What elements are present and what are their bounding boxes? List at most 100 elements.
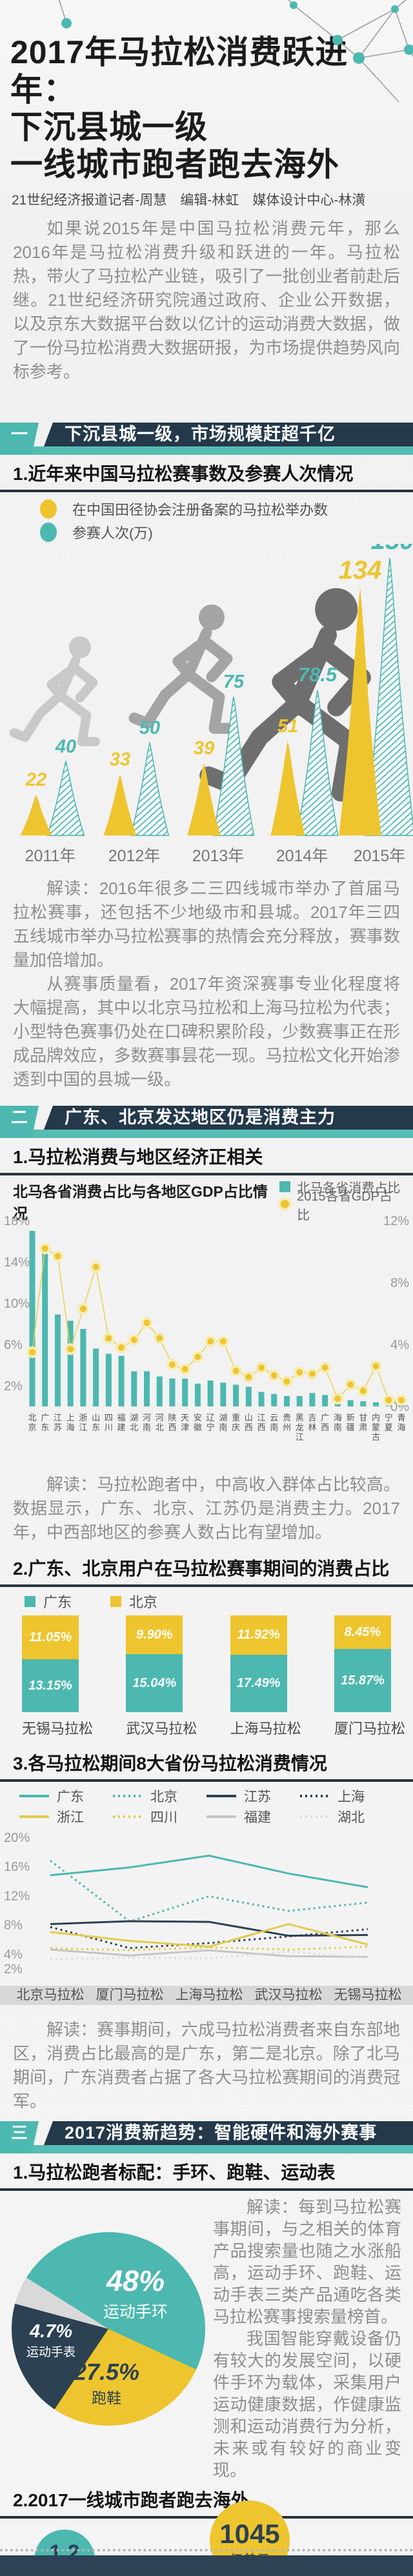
participants-value: 75 xyxy=(223,672,245,692)
races-chart-legend: 在中国田径协会注册备案的马拉松举办数 参赛人次(万) xyxy=(0,497,413,544)
svg-text:四: 四 xyxy=(105,1413,113,1423)
svg-text:徽: 徽 xyxy=(194,1423,202,1432)
subsection-2-1: 1.马拉松消费与地区经济正相关 xyxy=(0,1142,413,1175)
dotted-divider xyxy=(0,2549,413,2551)
svg-text:河: 河 xyxy=(156,1413,164,1423)
title-line-1: 2017年马拉松消费跃进年： xyxy=(10,34,348,108)
gear-pie-chart: 48% 运动手环 27.5% 跑鞋 4.7% 运动手表 xyxy=(12,2232,205,2426)
svg-text:州: 州 xyxy=(283,1423,291,1432)
title-line-2: 下沉县城一级 xyxy=(10,109,208,145)
stacked-bar-chart: 11.05% 13.15% 无锡马拉松 9.90% 15.04% 武汉马拉松 11.92% 1… xyxy=(0,1615,413,1738)
svg-text:疆: 疆 xyxy=(347,1423,355,1432)
legend-participants: 参赛人次(万) xyxy=(40,521,413,544)
svg-text:安: 安 xyxy=(194,1413,202,1423)
svg-text:河: 河 xyxy=(143,1413,151,1423)
line-series-北京 xyxy=(50,1859,368,1923)
line-legend-item: 湖北 xyxy=(300,1810,365,1825)
subsection-1-1: 1.近年来中国马拉松赛事数及参赛人次情况 xyxy=(0,459,413,492)
x-axis-label: 上海马拉松 xyxy=(176,1988,243,2002)
page-title: 2017年马拉松消费跃进年： 下沉县城一级 一线城市跑者跑去海外 xyxy=(0,34,413,183)
svg-text:南: 南 xyxy=(143,1423,151,1432)
subsection-3-2-title: 2.2017一线城市跑者跑去海外 xyxy=(13,2490,249,2510)
svg-text:陕: 陕 xyxy=(168,1413,176,1423)
stacked-column: 9.90% 15.04% 武汉马拉松 xyxy=(126,1615,197,1738)
svg-text:黑: 黑 xyxy=(296,1413,304,1423)
svg-text:天: 天 xyxy=(181,1413,189,1423)
svg-text:甘: 甘 xyxy=(359,1413,367,1423)
svg-text:南: 南 xyxy=(334,1423,342,1432)
marathon-count-value: 22 xyxy=(25,770,46,790)
runner-silhouette-icon xyxy=(128,604,236,734)
spike-bar xyxy=(187,763,221,835)
section-3-number: 三 xyxy=(0,2121,39,2153)
line-legend-item: 浙江 xyxy=(19,1810,84,1825)
province-labels: 北京广东江苏上海浙江山东四川福建湖北河南河北陕西天津安徽辽宁湖南重庆山西江西云南… xyxy=(28,1413,405,1442)
byline: 21世纪经济报道记者-周慧 编辑-林虹 媒体设计中心-林潢 xyxy=(12,193,366,208)
gdp-dots xyxy=(26,1243,407,1406)
subsection-1-1-title: 1.近年来中国马拉松赛事数及参赛人次情况 xyxy=(13,464,354,484)
participants-value: 40 xyxy=(55,736,76,757)
section-1-title: 下沉县城一级，市场规模赶超千亿 xyxy=(44,423,413,446)
spike-bar xyxy=(46,760,85,836)
spike-bar xyxy=(296,690,339,836)
x-axis-label: 无锡马拉松 xyxy=(334,1988,402,2002)
section-2-accent-strip xyxy=(0,1130,413,1138)
svg-text:海: 海 xyxy=(66,1423,75,1432)
y-axis-tick: 2% xyxy=(4,1962,23,1976)
beijing-segment: 9.90% xyxy=(126,1615,183,1654)
svg-text:江: 江 xyxy=(79,1423,87,1432)
spike-bar xyxy=(103,774,137,835)
yellow-square-icon xyxy=(110,1595,122,1607)
guangdong-segment: 15.04% xyxy=(126,1654,183,1712)
teal-square-icon xyxy=(279,1181,291,1192)
participants-value: 50 xyxy=(139,718,160,739)
marathon-count-value: 51 xyxy=(277,716,298,737)
x-axis-label: 武汉马拉松 xyxy=(255,1988,323,2002)
stacked-column: 11.92% 17.49% 上海马拉松 xyxy=(230,1615,301,1738)
spike-bar xyxy=(212,696,255,836)
svg-text:宁: 宁 xyxy=(385,1413,393,1423)
beijing-segment: 11.92% xyxy=(230,1615,287,1655)
races-spike-chart: 22 40 2011年 33 50 2012年 39 75 2013年 51 78.5 2014年 13… xyxy=(9,526,413,865)
pie-label-watch: 4.7% 运动手表 xyxy=(26,2321,76,2359)
svg-text:江: 江 xyxy=(257,1413,266,1423)
svg-text:北: 北 xyxy=(130,1423,138,1432)
svg-text:苏: 苏 xyxy=(54,1423,62,1432)
svg-text:上: 上 xyxy=(66,1413,75,1423)
svg-text:西: 西 xyxy=(257,1423,266,1432)
section-1-number: 一 xyxy=(0,423,39,455)
line-series-湖北 xyxy=(50,1950,368,1961)
svg-text:林: 林 xyxy=(308,1423,316,1432)
section-3-header: 三 2017消费新趋势：智能硬件和海外赛事 xyxy=(0,2121,413,2153)
svg-text:广: 广 xyxy=(41,1413,49,1423)
left-axis-tick: 10% xyxy=(4,1297,30,1311)
line-legend-item: 北京 xyxy=(113,1790,177,1804)
spike-bar xyxy=(20,794,52,835)
pie-label-band: 48% 运动手环 xyxy=(103,2264,168,2321)
svg-text:山: 山 xyxy=(245,1413,253,1423)
svg-text:重: 重 xyxy=(232,1413,240,1423)
line-chart-legend: 广东 北京 江苏 上海 浙江 四川 福建 湖北 xyxy=(0,1786,413,1827)
line-series-浙江 xyxy=(50,1922,368,1948)
section-2-number: 二 xyxy=(0,1106,39,1138)
participants-value: 78.5 xyxy=(298,663,337,686)
legend-marathon-count: 在中国田径协会注册备案的马拉松举办数 xyxy=(40,497,413,521)
stacked-category-label: 无锡马拉松 xyxy=(22,1721,94,1737)
svg-text:广: 广 xyxy=(321,1413,329,1423)
svg-text:夏: 夏 xyxy=(385,1423,393,1432)
svg-text:江: 江 xyxy=(296,1432,304,1442)
right-axis-tick: 12% xyxy=(383,1214,409,1228)
svg-text:海: 海 xyxy=(334,1413,342,1423)
interpretation-1a: 解读：2016年很多二三四线城市举办了首届马拉松赛事，还包括不少地级市和县城。2… xyxy=(13,879,400,970)
marathon-count-value: 134 xyxy=(339,556,382,584)
subsection-2-1-title: 1.马拉松消费与地区经济正相关 xyxy=(13,1147,263,1167)
section-3-title: 2017消费新趋势：智能硬件和海外赛事 xyxy=(44,2121,413,2145)
gdp-line xyxy=(32,1247,401,1401)
yellow-ring-icon xyxy=(281,1200,290,1208)
svg-text:福: 福 xyxy=(117,1413,126,1423)
line-legend-item: 广东 xyxy=(19,1790,84,1804)
svg-text:东: 东 xyxy=(41,1423,49,1432)
right-axis-tick: 4% xyxy=(390,1338,409,1352)
svg-text:湖: 湖 xyxy=(219,1413,227,1423)
stacked-chart-legend: 广东 北京 xyxy=(0,1592,413,1610)
